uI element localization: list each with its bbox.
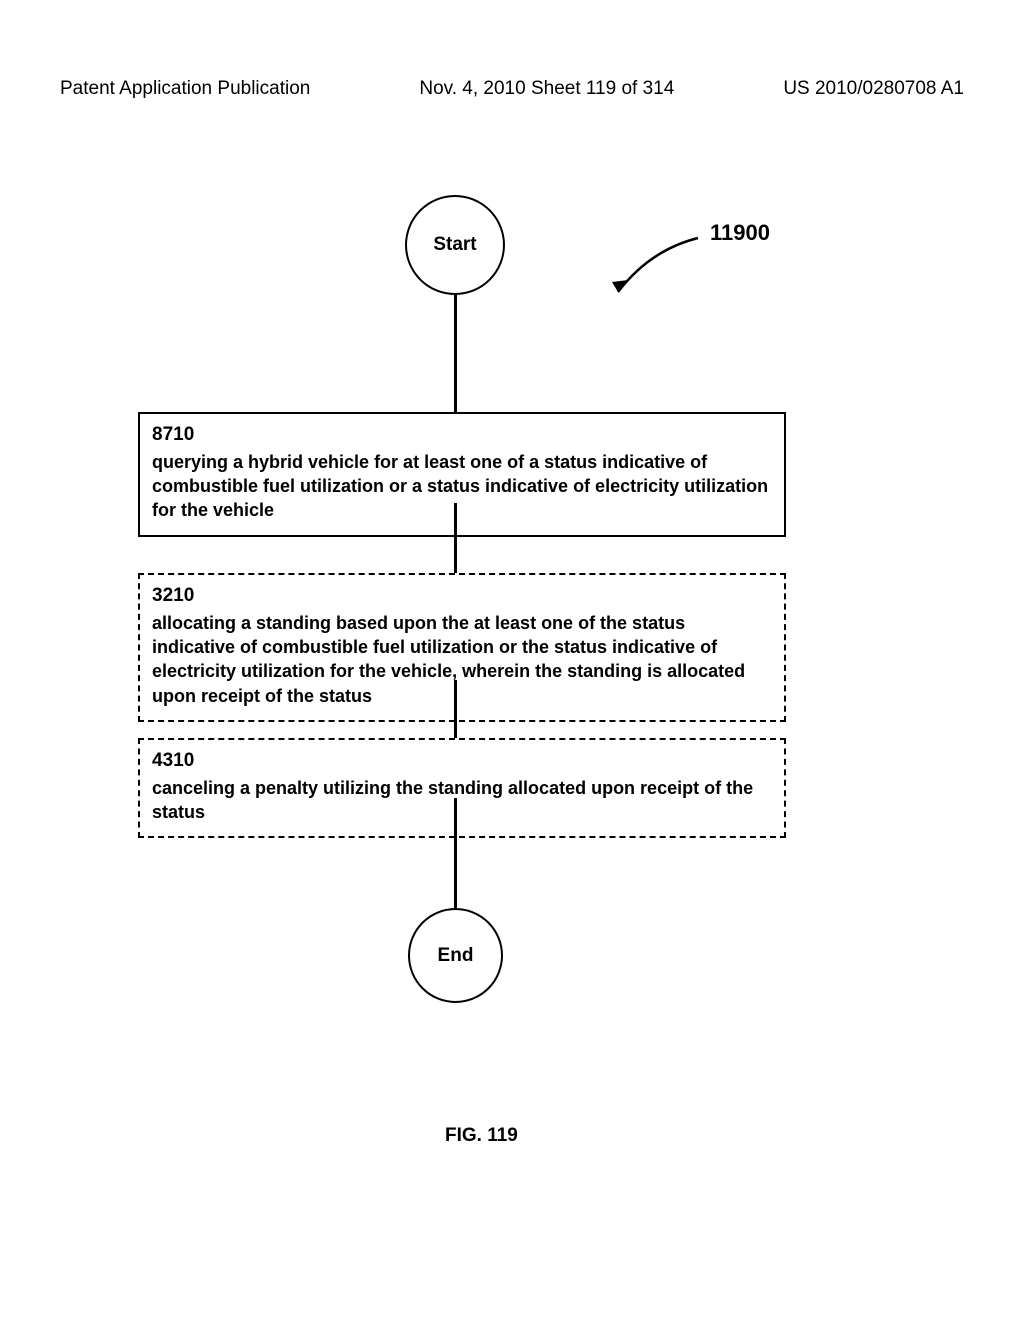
- header-left: Patent Application Publication: [60, 78, 310, 100]
- box-number-8710: 8710: [152, 422, 772, 448]
- box-text-8710: querying a hybrid vehicle for at least o…: [152, 452, 768, 521]
- start-terminal: Start: [405, 195, 505, 295]
- flowchart-canvas: 11900 Start 8710 querying a hybrid vehic…: [0, 120, 1024, 1220]
- process-box-8710: 8710 querying a hybrid vehicle for at le…: [138, 412, 786, 537]
- end-terminal: End: [408, 908, 503, 1003]
- reference-leader-line: [590, 230, 710, 310]
- connector-1: [454, 294, 457, 412]
- process-box-3210: 3210 allocating a standing based upon th…: [138, 573, 786, 722]
- start-label: Start: [433, 234, 476, 256]
- figure-reference-number: 11900: [710, 220, 770, 246]
- box-text-3210: allocating a standing based upon the at …: [152, 613, 745, 706]
- end-label: End: [438, 945, 474, 967]
- header-right: US 2010/0280708 A1: [783, 78, 964, 100]
- box-text-4310: canceling a penalty utilizing the standi…: [152, 778, 753, 822]
- process-box-4310: 4310 canceling a penalty utilizing the s…: [138, 738, 786, 838]
- box-number-3210: 3210: [152, 583, 772, 609]
- page-header: Patent Application Publication Nov. 4, 2…: [0, 78, 1024, 100]
- box-number-4310: 4310: [152, 748, 772, 774]
- header-center: Nov. 4, 2010 Sheet 119 of 314: [419, 78, 674, 100]
- figure-caption: FIG. 119: [445, 1125, 518, 1147]
